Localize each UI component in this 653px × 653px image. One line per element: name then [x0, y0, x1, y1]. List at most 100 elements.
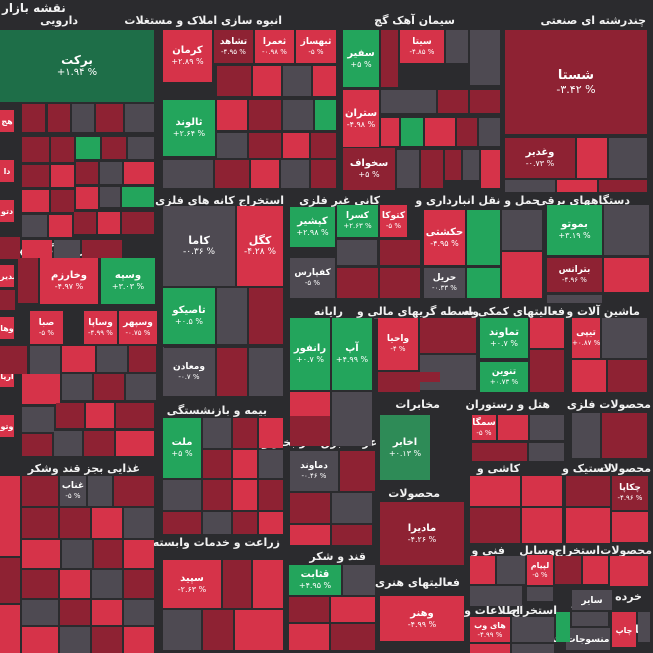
- stock-tile[interactable]: سخواف +۵ %: [343, 148, 395, 190]
- stock-tile[interactable]: [22, 165, 49, 187]
- stock-tile[interactable]: [610, 556, 648, 586]
- stock-tile[interactable]: [249, 348, 283, 396]
- stock-tile[interactable]: [566, 508, 610, 543]
- stock-tile[interactable]: [22, 407, 54, 432]
- stock-tile[interactable]: هج: [0, 110, 14, 132]
- stock-tile[interactable]: [51, 165, 74, 187]
- stock-tile[interactable]: تماوند +۰.۷ %: [480, 318, 528, 358]
- stock-tile[interactable]: [163, 512, 201, 534]
- stock-tile[interactable]: [311, 133, 336, 158]
- stock-tile[interactable]: [253, 66, 281, 96]
- stock-tile[interactable]: [470, 556, 495, 584]
- stock-tile[interactable]: [374, 318, 378, 319]
- stock-tile[interactable]: های وب -۴.۹۹ %: [470, 617, 510, 642]
- stock-tile[interactable]: [529, 443, 564, 461]
- stock-tile[interactable]: [425, 118, 455, 146]
- stock-tile[interactable]: [530, 350, 564, 392]
- stock-tile[interactable]: [125, 104, 154, 132]
- stock-tile[interactable]: [283, 66, 311, 96]
- stock-tile[interactable]: [289, 624, 329, 650]
- stock-tile[interactable]: [82, 240, 122, 258]
- stock-tile[interactable]: رانفور +۰.۷ %: [290, 318, 330, 390]
- stock-tile[interactable]: [203, 450, 231, 478]
- stock-tile[interactable]: [481, 150, 500, 188]
- stock-tile[interactable]: [129, 346, 156, 372]
- stock-tile[interactable]: وهنر -۴.۹۹ %: [380, 596, 464, 641]
- stock-tile[interactable]: دماوند -۰.۴۶ %: [290, 451, 338, 491]
- stock-tile[interactable]: [502, 210, 542, 250]
- stock-tile[interactable]: [97, 346, 127, 372]
- stock-tile[interactable]: [290, 525, 330, 545]
- stock-tile[interactable]: [56, 403, 84, 428]
- stock-tile[interactable]: [60, 508, 90, 538]
- stock-tile[interactable]: کتوکا -۵ %: [380, 205, 407, 237]
- stock-tile[interactable]: [505, 180, 555, 192]
- stock-tile[interactable]: [100, 187, 120, 207]
- stock-tile[interactable]: وتو: [0, 415, 14, 437]
- stock-tile[interactable]: [502, 252, 542, 298]
- stock-tile[interactable]: [467, 210, 500, 265]
- stock-tile[interactable]: [102, 137, 126, 159]
- stock-tile[interactable]: منسوجات: [566, 628, 610, 650]
- stock-tile[interactable]: [54, 431, 82, 456]
- stock-tile[interactable]: [512, 617, 554, 642]
- stock-tile[interactable]: [92, 600, 122, 625]
- stock-tile[interactable]: [92, 627, 122, 653]
- stock-tile[interactable]: [72, 104, 94, 132]
- stock-tile[interactable]: [22, 240, 52, 258]
- stock-tile[interactable]: [555, 556, 581, 584]
- stock-tile[interactable]: [48, 104, 70, 132]
- stock-tile[interactable]: واحیا -۴ %: [378, 318, 418, 370]
- stock-tile[interactable]: [233, 418, 257, 448]
- stock-tile[interactable]: [124, 627, 154, 653]
- stock-tile[interactable]: [163, 160, 213, 188]
- stock-tile[interactable]: [609, 138, 647, 178]
- stock-tile[interactable]: [22, 137, 49, 162]
- stock-tile[interactable]: [51, 190, 74, 212]
- stock-tile[interactable]: [315, 100, 336, 130]
- stock-tile[interactable]: [217, 66, 251, 96]
- stock-tile[interactable]: [378, 372, 420, 392]
- stock-tile[interactable]: [530, 415, 564, 440]
- stock-tile[interactable]: برکت +۱.۹۴ %: [0, 30, 154, 102]
- stock-tile[interactable]: [22, 104, 45, 132]
- stock-tile[interactable]: سپید -۲.۶۳ %: [163, 560, 221, 608]
- stock-tile[interactable]: [340, 451, 375, 491]
- stock-tile[interactable]: [54, 240, 80, 258]
- stock-tile[interactable]: [217, 133, 247, 158]
- stock-tile[interactable]: [608, 360, 647, 392]
- stock-tile[interactable]: [638, 612, 650, 642]
- stock-tile[interactable]: سفیر +۵ %: [343, 30, 379, 87]
- stock-tile[interactable]: [401, 118, 423, 146]
- stock-tile[interactable]: ومدیر: [0, 265, 14, 287]
- stock-tile[interactable]: [602, 413, 647, 458]
- stock-tile[interactable]: [472, 443, 527, 461]
- stock-tile[interactable]: [290, 493, 330, 523]
- stock-tile[interactable]: [100, 162, 122, 184]
- stock-tile[interactable]: [18, 258, 38, 303]
- stock-tile[interactable]: دا: [0, 160, 14, 182]
- stock-tile[interactable]: کرمان +۲.۸۹ %: [163, 30, 212, 82]
- stock-tile[interactable]: کسرا +۲.۶۳ %: [337, 205, 378, 237]
- stock-tile[interactable]: [217, 100, 247, 130]
- stock-tile[interactable]: [22, 476, 58, 506]
- stock-tile[interactable]: [203, 512, 231, 534]
- stock-tile[interactable]: [604, 205, 649, 255]
- stock-tile[interactable]: [114, 476, 154, 506]
- stock-tile[interactable]: [446, 30, 468, 63]
- stock-tile[interactable]: وغدیر -۰.۷۳ %: [505, 138, 575, 178]
- stock-tile[interactable]: [94, 540, 122, 568]
- stock-tile[interactable]: ومعادن -۰.۷ %: [163, 348, 215, 396]
- stock-tile[interactable]: [332, 416, 372, 446]
- stock-tile[interactable]: [163, 480, 201, 510]
- stock-tile[interactable]: ستران -۴.۹۸ %: [343, 90, 379, 147]
- stock-tile[interactable]: [124, 600, 154, 625]
- stock-tile[interactable]: [249, 133, 281, 158]
- stock-tile[interactable]: [0, 237, 20, 259]
- stock-tile[interactable]: اخابر +۰.۱۳ %: [380, 415, 430, 480]
- stock-tile[interactable]: کپشیر +۲.۹۸ %: [290, 207, 335, 247]
- stock-tile[interactable]: وساپا -۴.۹۹ %: [84, 311, 117, 344]
- stock-tile[interactable]: [332, 493, 372, 523]
- stock-tile[interactable]: سیتا -۴.۸۵ %: [400, 30, 444, 63]
- stock-tile[interactable]: [98, 212, 120, 234]
